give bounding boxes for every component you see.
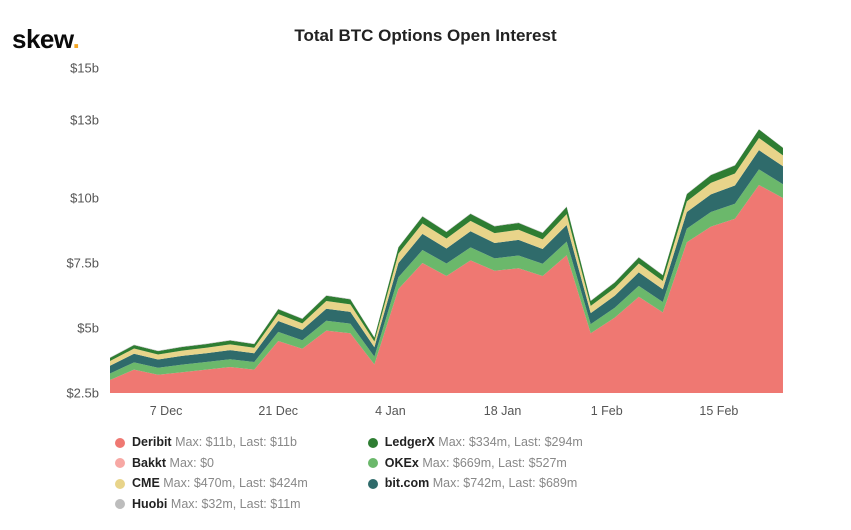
x-axis: 7 Dec 21 Dec 4 Jan 18 Jan 1 Feb 15 Feb xyxy=(110,398,791,428)
legend-swatch-icon xyxy=(368,479,378,489)
y-tick-label: $5b xyxy=(77,321,99,336)
legend-series-stat: Max: $334m, Last: $294m xyxy=(438,435,583,449)
legend-item: CME Max: $470m, Last: $424m xyxy=(115,475,308,493)
legend-swatch-icon xyxy=(115,438,125,448)
x-tick-label: 21 Dec xyxy=(258,404,298,418)
legend-swatch-icon xyxy=(368,438,378,448)
legend-series-stat: Max: $0 xyxy=(170,456,214,470)
chart-container: skew. Total BTC Options Open Interest $2… xyxy=(0,0,851,530)
brand-logo: skew. xyxy=(12,24,79,55)
plot-region xyxy=(110,68,791,393)
legend-item: Bakkt Max: $0 xyxy=(115,455,308,473)
legend: Deribit Max: $11b, Last: $11b Bakkt Max: … xyxy=(25,428,826,513)
logo-text: skew xyxy=(12,24,73,54)
legend-text: Huobi Max: $32m, Last: $11m xyxy=(132,496,301,514)
legend-series-stat: Max: $669m, Last: $527m xyxy=(422,456,567,470)
y-tick-label: $7.5b xyxy=(66,256,99,271)
legend-series-name: CME xyxy=(132,476,160,490)
stacked-area-svg xyxy=(110,68,791,393)
legend-swatch-icon xyxy=(115,458,125,468)
legend-series-stat: Max: $32m, Last: $11m xyxy=(171,497,301,511)
y-tick-label: $13b xyxy=(70,113,99,128)
legend-series-name: bit.com xyxy=(385,476,429,490)
legend-text: bit.com Max: $742m, Last: $689m xyxy=(385,475,577,493)
chart-title: Total BTC Options Open Interest xyxy=(25,10,826,54)
x-tick-label: 18 Jan xyxy=(484,404,522,418)
legend-text: Deribit Max: $11b, Last: $11b xyxy=(132,434,297,452)
legend-series-name: OKEx xyxy=(385,456,419,470)
legend-text: CME Max: $470m, Last: $424m xyxy=(132,475,308,493)
legend-series-name: Bakkt xyxy=(132,456,166,470)
legend-series-name: Deribit xyxy=(132,435,172,449)
chart-area: $2.5b $5b $7.5b $10b $13b $15b 7 Dec 21 Dec 4 J… xyxy=(25,58,826,428)
x-tick-label: 7 Dec xyxy=(150,404,183,418)
x-tick-label: 4 Jan xyxy=(375,404,406,418)
legend-item: Huobi Max: $32m, Last: $11m xyxy=(115,496,308,514)
legend-series-stat: Max: $742m, Last: $689m xyxy=(433,476,578,490)
legend-text: LedgerX Max: $334m, Last: $294m xyxy=(385,434,583,452)
y-axis: $2.5b$5b$7.5b$10b$13b$15b xyxy=(25,68,107,393)
y-tick-label: $2.5b xyxy=(66,386,99,401)
legend-swatch-icon xyxy=(368,458,378,468)
legend-item: OKEx Max: $669m, Last: $527m xyxy=(368,455,583,473)
legend-text: Bakkt Max: $0 xyxy=(132,455,214,473)
logo-dot: . xyxy=(73,24,80,54)
x-tick-label: 1 Feb xyxy=(591,404,623,418)
legend-text: OKEx Max: $669m, Last: $527m xyxy=(385,455,567,473)
y-tick-label: $15b xyxy=(70,61,99,76)
legend-item: Deribit Max: $11b, Last: $11b xyxy=(115,434,308,452)
legend-item: bit.com Max: $742m, Last: $689m xyxy=(368,475,583,493)
legend-series-stat: Max: $11b, Last: $11b xyxy=(175,435,297,449)
legend-swatch-icon xyxy=(115,479,125,489)
legend-col-right: LedgerX Max: $334m, Last: $294m OKEx Max:… xyxy=(368,434,583,513)
legend-col-left: Deribit Max: $11b, Last: $11b Bakkt Max: … xyxy=(115,434,308,513)
legend-series-name: LedgerX xyxy=(385,435,435,449)
legend-series-name: Huobi xyxy=(132,497,167,511)
y-tick-label: $10b xyxy=(70,191,99,206)
legend-item: LedgerX Max: $334m, Last: $294m xyxy=(368,434,583,452)
legend-swatch-icon xyxy=(115,499,125,509)
x-tick-label: 15 Feb xyxy=(699,404,738,418)
legend-series-stat: Max: $470m, Last: $424m xyxy=(163,476,308,490)
